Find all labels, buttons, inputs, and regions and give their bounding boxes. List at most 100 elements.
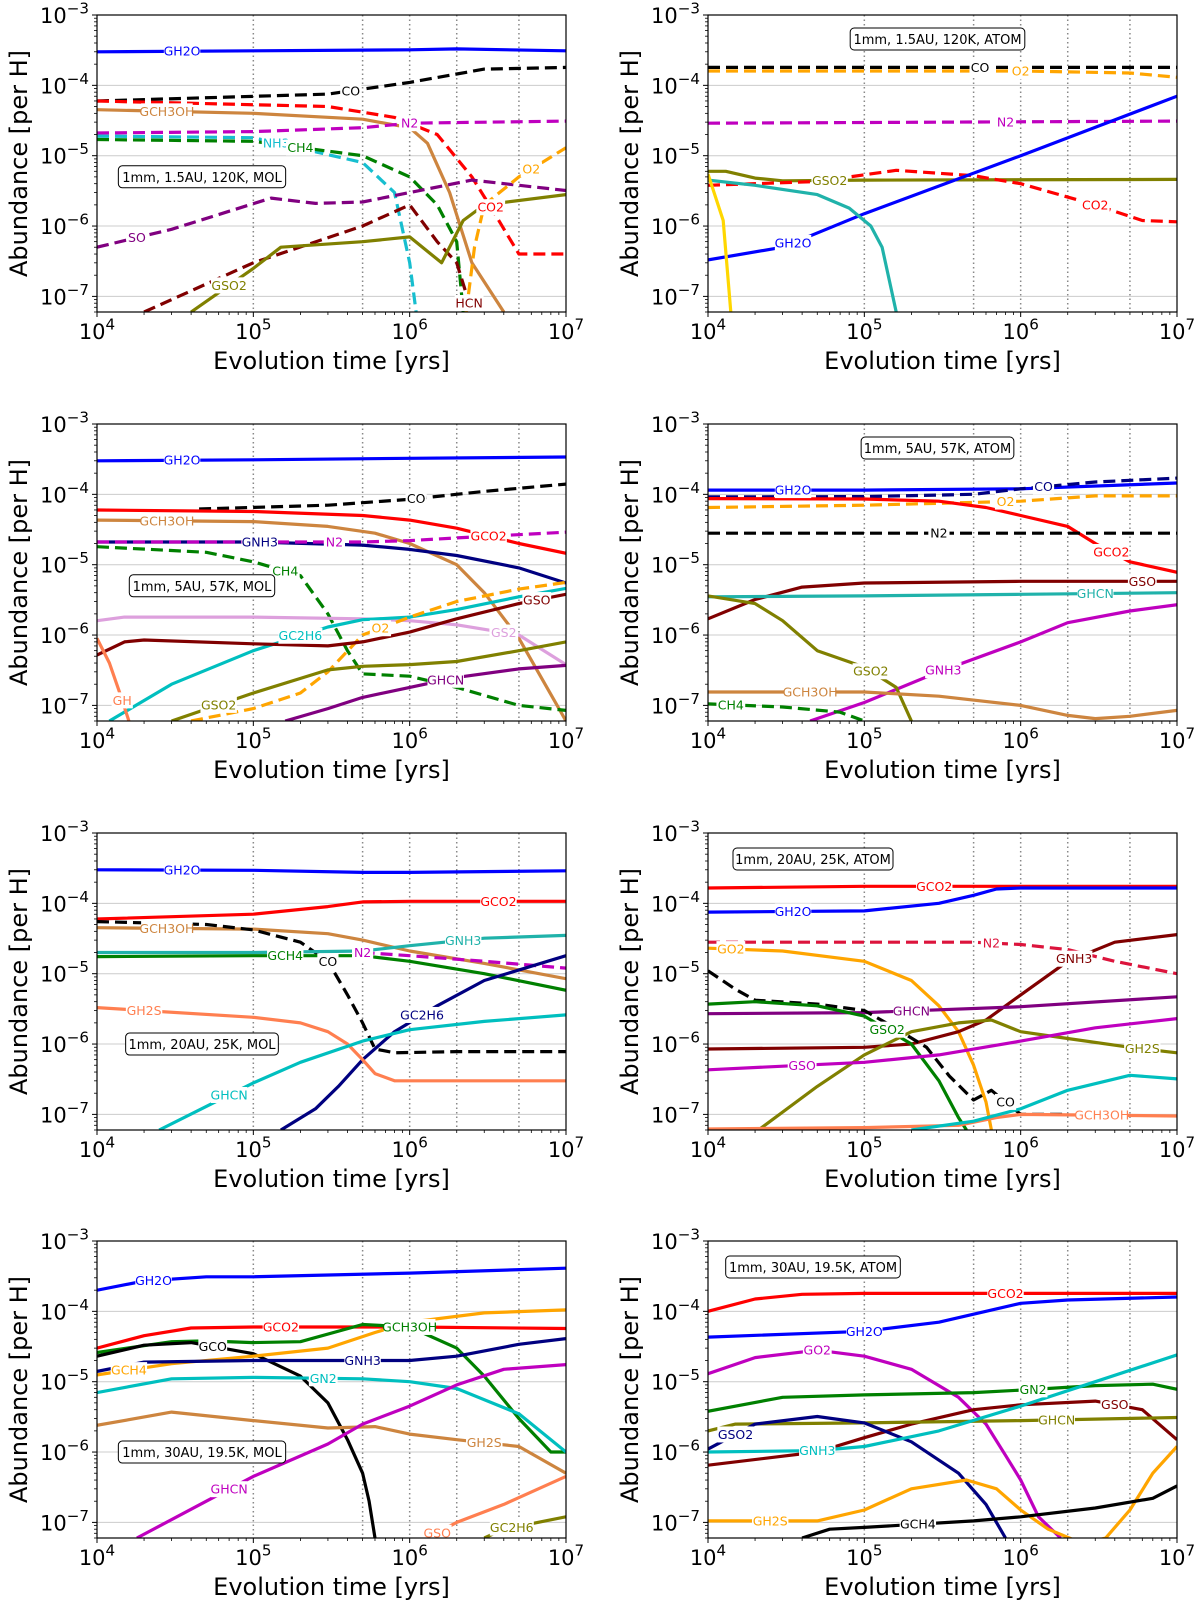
x-tick-label: 105	[846, 316, 882, 344]
x-tick-label: 107	[1159, 725, 1195, 753]
x-tick-label: 104	[690, 316, 726, 344]
series-gso2	[171, 640, 566, 721]
annotation-text: 1mm, 20AU, 25K, MOL	[128, 1038, 276, 1053]
y-tick-label: 10−4	[651, 888, 700, 916]
series-label-bg	[405, 490, 427, 507]
series-label-ghcn: GHCN	[1077, 586, 1114, 601]
series-label-bg	[811, 172, 848, 189]
series-label-bg	[1055, 950, 1093, 967]
series-gso2	[708, 169, 1177, 183]
series-label-bg	[308, 1370, 338, 1387]
series-n2	[97, 119, 566, 135]
series-label-gso2: GSO2	[869, 1022, 904, 1037]
x-tick-label: 107	[1159, 316, 1195, 344]
series-label-bg	[752, 1512, 789, 1529]
series-label-bg	[200, 696, 237, 713]
series-go2	[708, 946, 993, 1130]
annotation-text: 1mm, 1.5AU, 120K, MOL	[122, 171, 282, 186]
series-label-so: SO	[128, 230, 146, 245]
chart-panel-2: CO O2 N2 GSO2 CO2 GH2O 104 105 106 107 10−7 10−6 10−…	[616, 0, 1195, 375]
series-label-bg	[210, 277, 248, 294]
series-unlabeled-cyan	[911, 1073, 1177, 1130]
series-label-bg	[383, 1318, 436, 1335]
x-axis-label: Evolution time [yrs]	[213, 1573, 450, 1601]
series-label-bg	[774, 234, 812, 251]
series-label-bg	[241, 534, 279, 551]
series-label-bg	[1124, 1040, 1161, 1057]
x-tick-label: 105	[235, 1134, 271, 1162]
y-tick-label: 10−7	[40, 1507, 89, 1535]
series-label-bg	[987, 1285, 1024, 1302]
y-tick-label: 10−7	[40, 281, 89, 309]
x-tick-label: 106	[1002, 316, 1038, 344]
series-label-bg	[110, 1362, 148, 1379]
series-label-gh2s: GH2S	[467, 1435, 502, 1450]
series-label-gs2: GS2	[491, 625, 517, 640]
series-label-ch4: CH4	[718, 697, 744, 712]
series-label-ghcn: GHCN	[893, 1003, 930, 1018]
series-label-gh2o: GH2O	[164, 44, 201, 59]
y-tick-label: 10−3	[651, 0, 700, 28]
x-tick-label: 106	[391, 1542, 427, 1570]
series-gco2	[708, 1291, 1177, 1313]
series-label-bg	[994, 113, 1017, 130]
series-gch3oh	[97, 108, 506, 312]
x-tick-label: 105	[235, 1542, 271, 1570]
series-n2	[362, 950, 566, 970]
series-label-bg	[470, 528, 507, 545]
series-gnh3	[97, 933, 566, 955]
series-label-gco2: GCO2	[480, 894, 516, 909]
x-tick-label: 105	[235, 725, 271, 753]
series-label-bg	[285, 139, 315, 156]
series-label-bg	[1038, 1411, 1075, 1428]
x-tick-label: 105	[846, 725, 882, 753]
series-label-gch3oh: GCH3OH	[139, 513, 194, 528]
y-tick-label: 10−3	[651, 409, 700, 437]
series-label-gso: GSO	[423, 1525, 451, 1540]
series-label-ch4: CH4	[287, 140, 313, 155]
series-label-gso2: GSO2	[853, 664, 888, 679]
x-tick-label: 104	[79, 725, 115, 753]
series-label-gco2: GCO2	[471, 529, 507, 544]
y-tick-label: 10−5	[40, 549, 89, 577]
series-label-gso2: GSO2	[812, 173, 847, 188]
series-label-nh3: NH3	[263, 135, 290, 150]
axes-frame	[707, 14, 1178, 313]
x-tick-label: 106	[391, 316, 427, 344]
series-co	[97, 65, 566, 103]
series-label-bg	[916, 878, 953, 895]
series-label-co: CO	[341, 83, 360, 98]
series-gco	[97, 1340, 377, 1538]
axes-frame	[707, 1240, 1178, 1539]
series-label-bg	[994, 1093, 1017, 1110]
series-ghcn	[284, 663, 566, 721]
y-tick-label: 10−6	[651, 1029, 700, 1057]
y-axis-label: Abundance [per H]	[616, 50, 644, 277]
series-label-ghcn: GHCN	[1038, 1412, 1075, 1427]
series-label-gch4: GCH4	[900, 1517, 936, 1532]
series-gh2o	[97, 47, 566, 54]
series-label-bg	[774, 482, 812, 499]
series-gco2	[97, 508, 566, 555]
y-tick-label: 10−4	[651, 1296, 700, 1324]
series-label-gc2h6: GC2H6	[400, 1007, 444, 1022]
series-label-bg	[899, 1516, 937, 1533]
series-co	[97, 920, 566, 1055]
series-label-gh2o: GH2O	[164, 863, 201, 878]
series-label-bg	[994, 493, 1017, 510]
series-gch4	[801, 1484, 1177, 1538]
series-ch4	[708, 702, 865, 721]
series-label-bg	[400, 1006, 445, 1023]
series-gh	[97, 637, 131, 721]
series-label-gco: GCO	[199, 1339, 227, 1354]
annotation-text: 1mm, 20AU, 25K, ATOM	[735, 853, 891, 868]
series-o2	[708, 69, 1177, 79]
annotation-box	[860, 436, 1015, 460]
series-label-bg	[163, 452, 201, 469]
series-label-bg	[317, 953, 339, 970]
series-hcn	[143, 203, 474, 312]
series-label-bg	[489, 624, 519, 641]
series-gso2	[708, 1414, 1007, 1538]
y-axis-label: Abundance [per H]	[5, 50, 33, 277]
series-co	[199, 482, 566, 511]
